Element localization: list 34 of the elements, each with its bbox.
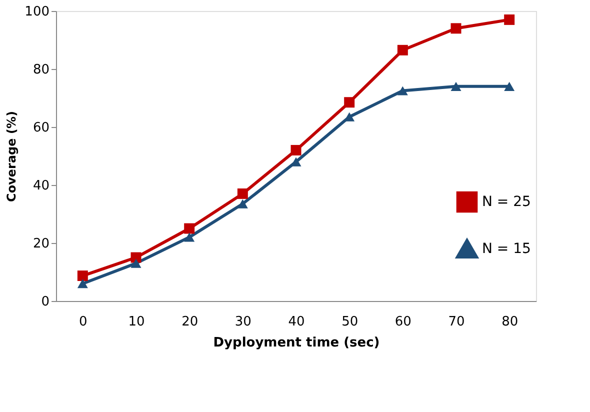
- point: [184, 223, 195, 234]
- point: [450, 82, 462, 91]
- y-tick-label: 40: [32, 178, 50, 194]
- point: [237, 199, 248, 208]
- point: [130, 258, 142, 268]
- y-tick-label: 80: [32, 62, 50, 78]
- x-tick-label: 10: [128, 314, 145, 330]
- y-tick-label: 20: [32, 236, 50, 252]
- x-tick-label: 60: [394, 314, 412, 330]
- x-tick-label: 0: [79, 314, 88, 330]
- point: [77, 279, 88, 288]
- y-axis-title: Coverage (%): [4, 111, 19, 202]
- point: [504, 14, 515, 25]
- legend-label: N = 25: [482, 194, 531, 210]
- point: [450, 23, 462, 34]
- x-axis-title: Dyployment time (sec): [213, 336, 380, 350]
- x-tick-label: 80: [502, 314, 518, 330]
- point: [184, 232, 195, 242]
- y-tick-label: 60: [32, 120, 50, 136]
- point: [397, 86, 408, 96]
- point: [344, 97, 355, 108]
- x-tick-label: 70: [448, 314, 465, 330]
- point: [237, 188, 248, 199]
- y-tick-label: 100: [24, 4, 50, 20]
- x-tick-label: 30: [234, 314, 252, 330]
- y-tick-label: 0: [41, 294, 50, 310]
- x-tick-label: 50: [342, 314, 358, 330]
- point: [77, 270, 88, 282]
- point: [290, 144, 302, 156]
- x-tick-label: 40: [288, 314, 305, 330]
- legend-label: N = 15: [482, 241, 531, 257]
- point: [504, 82, 515, 91]
- point: [397, 44, 408, 56]
- x-tick-label: 20: [182, 314, 198, 330]
